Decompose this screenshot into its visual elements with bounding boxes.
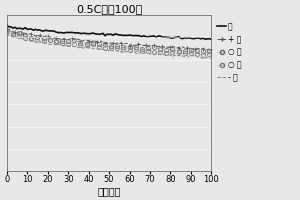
X-axis label: 循环次数: 循环次数 [97, 186, 121, 196]
Title: 0.5C循环100次: 0.5C循环100次 [76, 4, 142, 14]
Legend: 实, + 对, ○ 对, ○ 对, - 对: 实, + 对, ○ 对, ○ 对, - 对 [217, 22, 242, 82]
